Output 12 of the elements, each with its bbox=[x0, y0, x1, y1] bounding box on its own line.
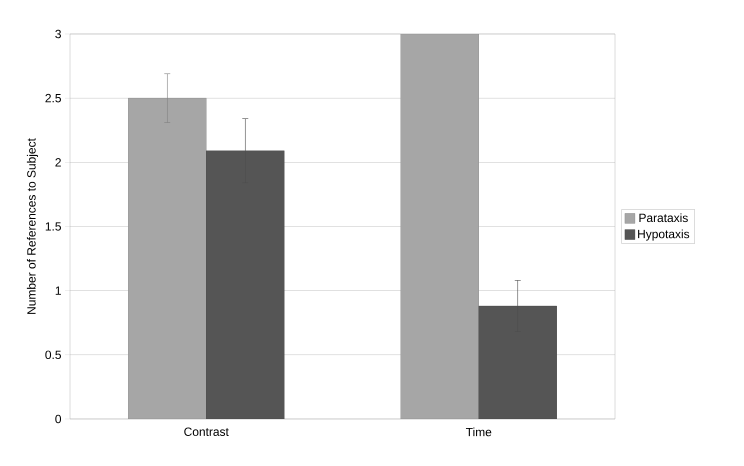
legend-label: Hypotaxis bbox=[638, 229, 690, 241]
y-tick-label: 2 bbox=[55, 158, 61, 166]
x-tick-label: Contrast bbox=[184, 428, 229, 436]
y-tick-label: 1 bbox=[56, 286, 61, 295]
x-tick-label: Time bbox=[466, 428, 492, 436]
y-tick-label: 3 bbox=[55, 30, 61, 38]
y-tick-label: 1.5 bbox=[46, 222, 61, 231]
y-tick-label: 2.5 bbox=[45, 94, 61, 102]
y-axis-title: Number of References to Subject bbox=[26, 138, 38, 314]
y-tick-label: 0.5 bbox=[45, 350, 61, 360]
legend-label: Parataxis bbox=[639, 213, 688, 222]
y-tick-label: 0 bbox=[55, 414, 62, 424]
